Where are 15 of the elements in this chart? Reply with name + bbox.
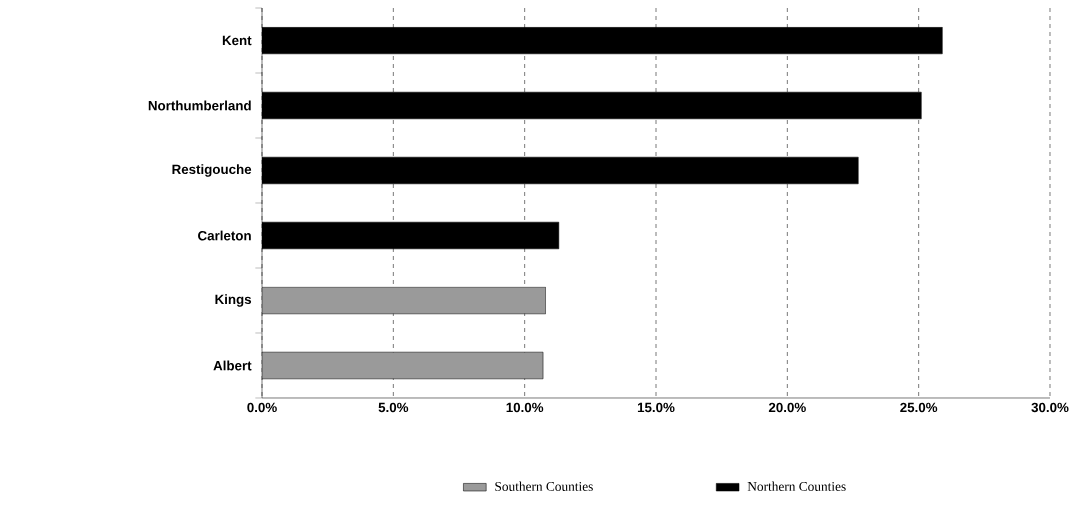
legend-label: Southern Counties bbox=[495, 481, 593, 491]
x-tick-label: 10.0% bbox=[506, 402, 544, 413]
y-tick-label: Northumberland bbox=[148, 100, 251, 111]
x-tick-label: 25.0% bbox=[900, 402, 938, 413]
x-tick-label: 5.0% bbox=[378, 402, 409, 413]
y-tick-label: Restigouche bbox=[172, 164, 252, 177]
x-tick-label: 0.0% bbox=[247, 402, 277, 413]
y-tick-label: Carleton bbox=[198, 230, 251, 241]
x-tick-label: 15.0% bbox=[637, 402, 675, 413]
legend-label: Northern Counties bbox=[747, 481, 846, 491]
y-tick-label: Albert bbox=[213, 360, 252, 371]
x-tick-label: 30.0% bbox=[1031, 402, 1069, 413]
y-tick-label: Kent bbox=[222, 35, 252, 46]
x-tick-label: 20.0% bbox=[768, 402, 806, 413]
y-tick-label: Kings bbox=[215, 294, 252, 307]
